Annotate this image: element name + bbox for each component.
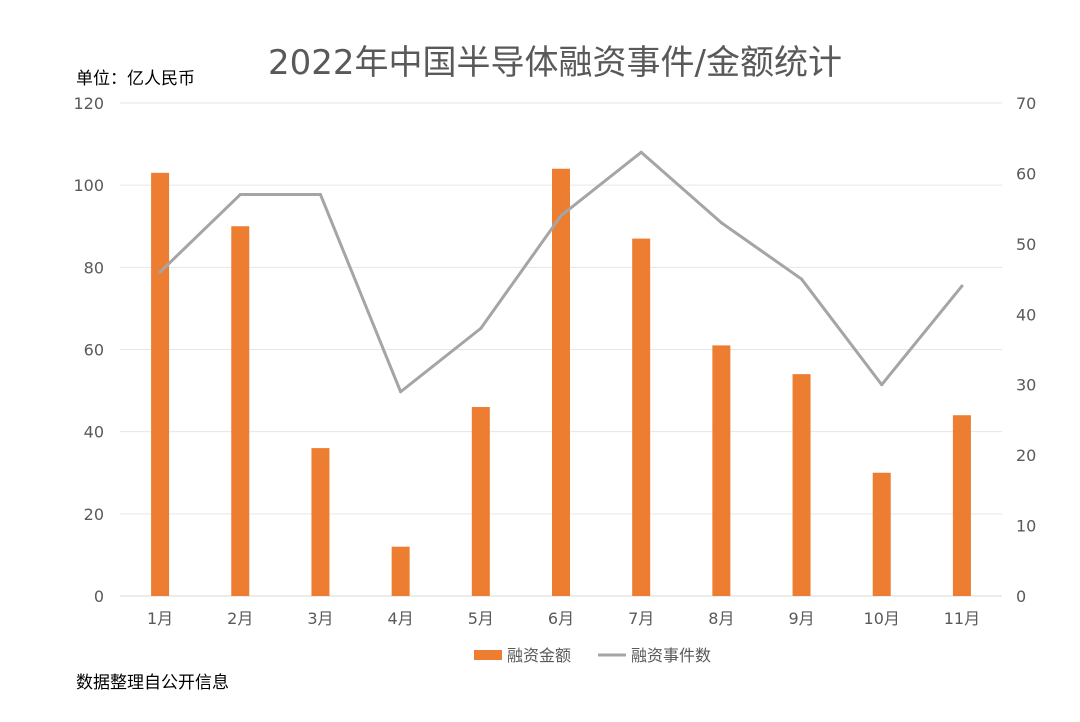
bar	[151, 172, 170, 596]
line-point	[719, 221, 723, 225]
bar-series	[151, 168, 971, 596]
legend-label-bar: 融资金额	[507, 646, 571, 665]
right-tick-label: 10	[1016, 517, 1036, 536]
right-tick-label: 50	[1016, 235, 1036, 254]
bar	[552, 168, 570, 596]
line-point	[158, 270, 162, 274]
line-point	[960, 284, 964, 288]
right-tick-label: 30	[1016, 376, 1036, 395]
x-tick-label: 4月	[388, 609, 414, 628]
legend: 融资金额 融资事件数	[474, 646, 711, 665]
right-tick-label: 40	[1016, 305, 1036, 324]
bar	[872, 472, 891, 596]
x-tick-label: 10月	[864, 609, 900, 628]
x-tick-label: 11月	[944, 609, 980, 628]
line-point	[800, 277, 804, 281]
legend-label-line: 融资事件数	[631, 646, 711, 665]
bar	[632, 238, 651, 596]
line-point	[238, 193, 242, 197]
bar	[391, 546, 410, 596]
left-tick-label: 40	[84, 423, 104, 442]
line-point	[639, 150, 643, 154]
line-point	[318, 193, 322, 197]
x-tick-label: 3月	[307, 609, 333, 628]
left-tick-label: 120	[73, 94, 104, 113]
left-tick-label: 100	[73, 176, 104, 195]
line-point	[479, 326, 483, 330]
left-tick-label: 0	[94, 587, 104, 606]
right-tick-label: 70	[1016, 94, 1036, 113]
right-tick-label: 20	[1016, 446, 1036, 465]
bar	[712, 345, 731, 596]
line-series	[158, 150, 964, 394]
bar	[792, 374, 811, 596]
left-axis-ticks: 0 20 40 60 80 100 120	[73, 94, 104, 606]
x-tick-label: 1月	[147, 609, 173, 628]
legend-swatch-bar	[474, 650, 502, 660]
bar	[952, 415, 971, 596]
line-point	[399, 390, 403, 394]
x-tick-label: 6月	[548, 609, 574, 628]
bar	[471, 407, 490, 596]
left-tick-label: 80	[84, 258, 104, 277]
bar	[311, 448, 330, 596]
line-point	[559, 214, 563, 218]
x-tick-label: 7月	[628, 609, 654, 628]
source-note: 数据整理自公开信息	[76, 673, 229, 693]
x-tick-label: 5月	[468, 609, 494, 628]
left-tick-label: 20	[84, 505, 104, 524]
x-tick-label: 2月	[227, 609, 253, 628]
bar	[231, 226, 250, 596]
right-tick-label: 0	[1016, 587, 1026, 606]
right-tick-label: 60	[1016, 164, 1036, 183]
x-tick-label: 9月	[788, 609, 814, 628]
right-axis-ticks: 0 10 20 30 40 50 60 70	[1016, 94, 1036, 606]
unit-label: 单位：亿人民币	[76, 69, 195, 89]
line-point	[880, 383, 884, 387]
x-axis-ticks: 1月 2月 3月 4月 5月 6月 7月 8月 9月 10月 11月	[147, 609, 980, 628]
left-tick-label: 60	[84, 341, 104, 360]
x-tick-label: 8月	[708, 609, 734, 628]
chart-title: 2022年中国半导体融资事件/金额统计	[268, 43, 842, 83]
